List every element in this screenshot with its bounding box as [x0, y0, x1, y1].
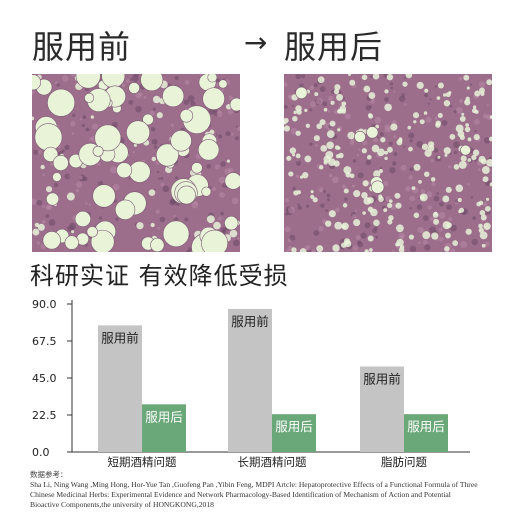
bar-before: [360, 366, 404, 452]
bar-label: 服用后: [145, 409, 183, 424]
micrograph-before: [32, 74, 240, 252]
headline: 科研实证 有效降低受损: [30, 262, 289, 290]
header-before-title: 服用前: [32, 28, 132, 66]
reference-line: Chinese Medicinal Herbs: Experimental Ev…: [30, 490, 451, 499]
bar-label: 服用前: [231, 314, 269, 329]
y-tick-label: 0.0: [32, 446, 50, 459]
references-title: 数据参考：: [30, 470, 68, 479]
reference-line: Bioactive Components,the university of H…: [30, 500, 214, 509]
bar-label: 服用前: [363, 371, 401, 386]
category-label: 短期酒精问题: [108, 455, 177, 468]
bar-after: [404, 414, 448, 452]
arrow-icon: →: [244, 26, 269, 59]
micrograph-after: [284, 74, 492, 252]
bar-after: [142, 404, 186, 452]
bar-label: 服用后: [275, 419, 313, 434]
bar-before: [228, 308, 272, 452]
bar-after: [272, 414, 316, 452]
y-tick-label: 22.5: [32, 409, 57, 422]
references: 数据参考： Sha Li, Ning Wang ,Ming Hong, Hor-…: [30, 470, 500, 510]
y-tick-label: 45.0: [32, 372, 57, 385]
reference-line: Sha Li, Ning Wang ,Ming Hong, Hor-Yue Ta…: [30, 480, 478, 489]
header-after-title: 服用后: [284, 28, 384, 66]
bar-label: 服用后: [407, 419, 445, 434]
category-label: 长期酒精问题: [238, 455, 307, 468]
category-label: 脂肪问题: [381, 455, 427, 468]
bar-before: [98, 325, 142, 452]
bar-label: 服用前: [101, 330, 139, 345]
y-tick-label: 90.0: [32, 298, 57, 311]
y-tick-label: 67.5: [32, 335, 57, 348]
